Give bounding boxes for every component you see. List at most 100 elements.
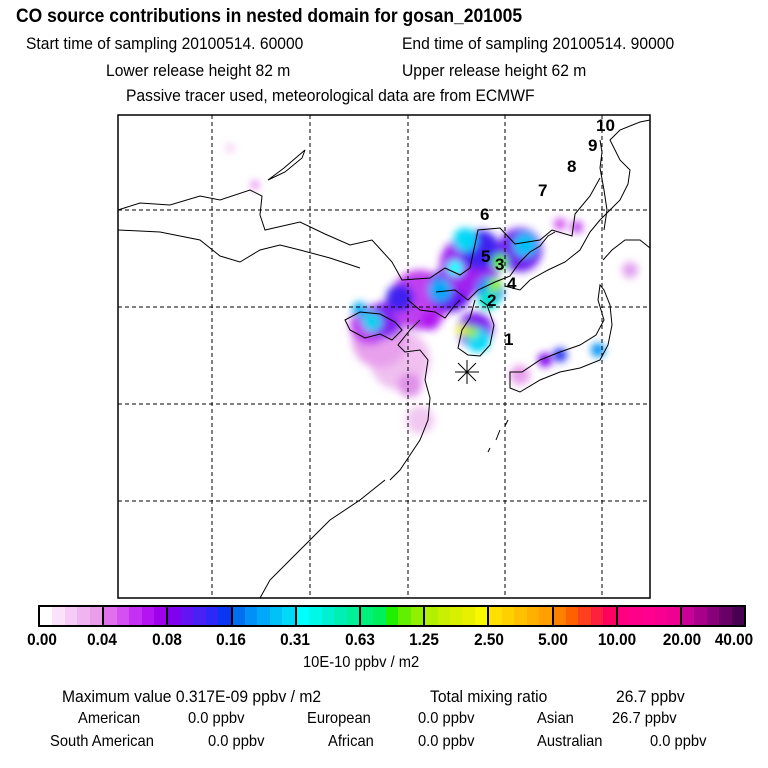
colorbar-tick-label: 10.00	[598, 630, 637, 649]
region-value-australian: 0.0 ppbv	[650, 733, 707, 750]
colorbar-swatch	[514, 607, 527, 625]
colorbar-swatch	[309, 607, 322, 625]
colorbar-tick-label: 2.50	[473, 630, 504, 649]
colorbar-swatch	[655, 607, 668, 625]
colorbar-swatch	[282, 607, 295, 625]
colorbar-swatch	[667, 607, 680, 625]
total-mixing-label: Total mixing ratio	[430, 687, 548, 706]
plume-cell	[362, 312, 382, 332]
colorbar-swatch	[706, 607, 720, 625]
colorbar-swatch	[539, 607, 552, 625]
colorbar-swatch	[141, 607, 154, 625]
colorbar-tick-label: 0.04	[87, 630, 118, 649]
colorbar-swatch	[501, 607, 515, 625]
total-mixing-value: 26.7 ppbv	[616, 687, 685, 706]
region-name-asian: Asian	[537, 710, 574, 727]
colorbar-swatch	[630, 607, 643, 625]
start-time: Start time of sampling 20100514. 60000	[26, 34, 304, 53]
plume-cell	[554, 218, 566, 230]
colorbar-swatch	[232, 607, 245, 625]
plume-cell	[352, 302, 368, 318]
trajectory-label-3: 3	[495, 255, 504, 274]
tracer-note: Passive tracer used, meteorological data…	[126, 86, 535, 105]
colorbar-swatch	[590, 607, 604, 625]
map-panel: 1 2 3 4 5 6 7 8 9 10	[117, 114, 651, 599]
colorbar-swatch	[218, 607, 231, 625]
plume-cell	[622, 262, 638, 278]
colorbar-segment	[425, 607, 490, 625]
lower-release-height: Lower release height 82 m	[106, 61, 291, 80]
colorbar-swatch	[385, 607, 399, 625]
colorbar-segment	[168, 607, 233, 625]
colorbar-swatch	[64, 607, 78, 625]
upper-release-height: Upper release height 62 m	[402, 61, 587, 80]
plume-cell	[398, 373, 422, 397]
colorbar-segment	[360, 607, 426, 625]
colorbar-tick-label: 0.63	[344, 630, 375, 649]
colorbar-swatch	[193, 607, 206, 625]
plume-cell	[553, 348, 567, 362]
colorbar-tick-label: 20.00	[662, 630, 701, 649]
colorbar-swatch	[257, 607, 270, 625]
colorbar-segment	[489, 607, 554, 625]
colorbar-swatch	[180, 607, 194, 625]
plume-cell	[420, 310, 440, 330]
colorbar-swatch	[462, 607, 475, 625]
plume-cell	[251, 181, 259, 189]
trajectory-label-5: 5	[481, 247, 490, 266]
colorbar-swatch	[116, 607, 130, 625]
colorbar-segment	[40, 607, 105, 625]
colorbar-swatch	[617, 607, 631, 625]
plume-cell	[453, 228, 477, 252]
colorbar-swatch	[321, 607, 335, 625]
colorbar-swatch	[373, 607, 386, 625]
colorbar-swatch	[437, 607, 450, 625]
region-name-south-american: South American	[50, 733, 154, 750]
colorbar-tick-label: 40.00	[714, 630, 754, 649]
plume-cell	[478, 290, 498, 310]
trajectory-label-6: 6	[480, 205, 489, 224]
colorbar	[38, 605, 746, 627]
region-name-african: African	[328, 733, 374, 750]
colorbar-swatch	[553, 607, 566, 625]
colorbar-swatch	[205, 607, 219, 625]
colorbar-swatch	[77, 607, 90, 625]
region-value-african: 0.0 ppbv	[418, 733, 475, 750]
colorbar-tick-label: 0.16	[216, 630, 246, 649]
plume-cell	[513, 233, 537, 257]
colorbar-segment	[104, 607, 169, 625]
colorbar-swatch	[269, 607, 283, 625]
colorbar-swatch	[719, 607, 732, 625]
colorbar-swatch	[104, 607, 117, 625]
trajectory-label-9: 9	[588, 136, 597, 155]
end-time: End time of sampling 20100514. 90000	[402, 34, 675, 53]
colorbar-swatch	[360, 607, 374, 625]
trajectory-label-7: 7	[538, 181, 547, 200]
region-value-european: 0.0 ppbv	[418, 710, 475, 727]
colorbar-swatch	[245, 607, 258, 625]
colorbar-swatch	[489, 607, 502, 625]
plume-cell	[447, 260, 463, 276]
colorbar-tick-label: 0.31	[280, 630, 311, 649]
colorbar-swatch	[578, 607, 591, 625]
colorbar-swatch	[642, 607, 655, 625]
plume-cell	[510, 365, 530, 385]
trajectory-label-4: 4	[507, 274, 517, 293]
region-value-south-american: 0.0 ppbv	[208, 733, 265, 750]
trajectory-label-8: 8	[567, 157, 576, 176]
colorbar-tick-label: 0.08	[151, 630, 182, 649]
region-name-australian: Australian	[537, 733, 603, 750]
plot-title: CO source contributions in nested domain…	[16, 6, 523, 27]
colorbar-tick-label: 1.25	[409, 630, 440, 649]
region-value-american: 0.0 ppbv	[188, 710, 245, 727]
plume-cell	[492, 254, 508, 270]
colorbar-swatch	[398, 607, 411, 625]
colorbar-swatch	[425, 607, 438, 625]
plume-cell	[428, 278, 452, 302]
plume-cell	[466, 326, 478, 338]
receptor-asterisk-icon	[455, 360, 479, 384]
colorbar-swatch	[565, 607, 579, 625]
region-name-european: European	[307, 710, 371, 727]
colorbar-segment	[681, 607, 745, 625]
plume-cell	[488, 278, 502, 292]
